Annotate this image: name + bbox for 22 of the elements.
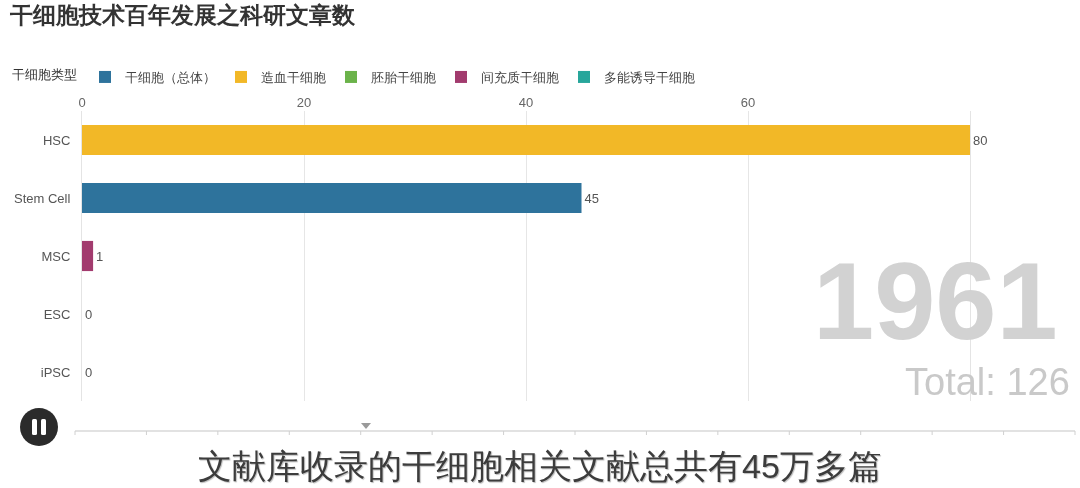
text: 文献库收录的干细胞相关文献总共有45万多篇 — [198, 447, 882, 485]
data-label: 80 — [973, 132, 988, 148]
y-tick-label: ESC — [43, 306, 71, 322]
y-tick-label: MSC — [41, 248, 71, 264]
legend-label: 造血干细胞 — [261, 70, 326, 86]
legend-label: 间充质干细胞 — [481, 70, 559, 86]
legend-title: 干细胞类型 — [12, 66, 77, 82]
y-tick-label: Stem Cell — [14, 190, 71, 206]
data-label: 0 — [85, 306, 93, 322]
x-tick-label: 20 — [296, 95, 312, 111]
legend-label: 干细胞（总体） — [125, 70, 216, 86]
y-tick-label: HSC — [42, 132, 71, 148]
x-tick-label: 0 — [78, 95, 86, 111]
legend-label: 多能诱导干细胞 — [604, 70, 695, 86]
data-label: 1 — [96, 248, 104, 264]
data-label: 0 — [85, 364, 93, 380]
x-tick-label: 60 — [740, 95, 756, 111]
chart-title: 干细胞技术百年发展之科研文章数 — [9, 2, 356, 29]
x-tick-label: 40 — [518, 95, 534, 111]
legend-label: 胚胎干细胞 — [371, 70, 436, 86]
y-tick-label: iPSC — [40, 364, 71, 380]
data-label: 45 — [584, 190, 599, 206]
